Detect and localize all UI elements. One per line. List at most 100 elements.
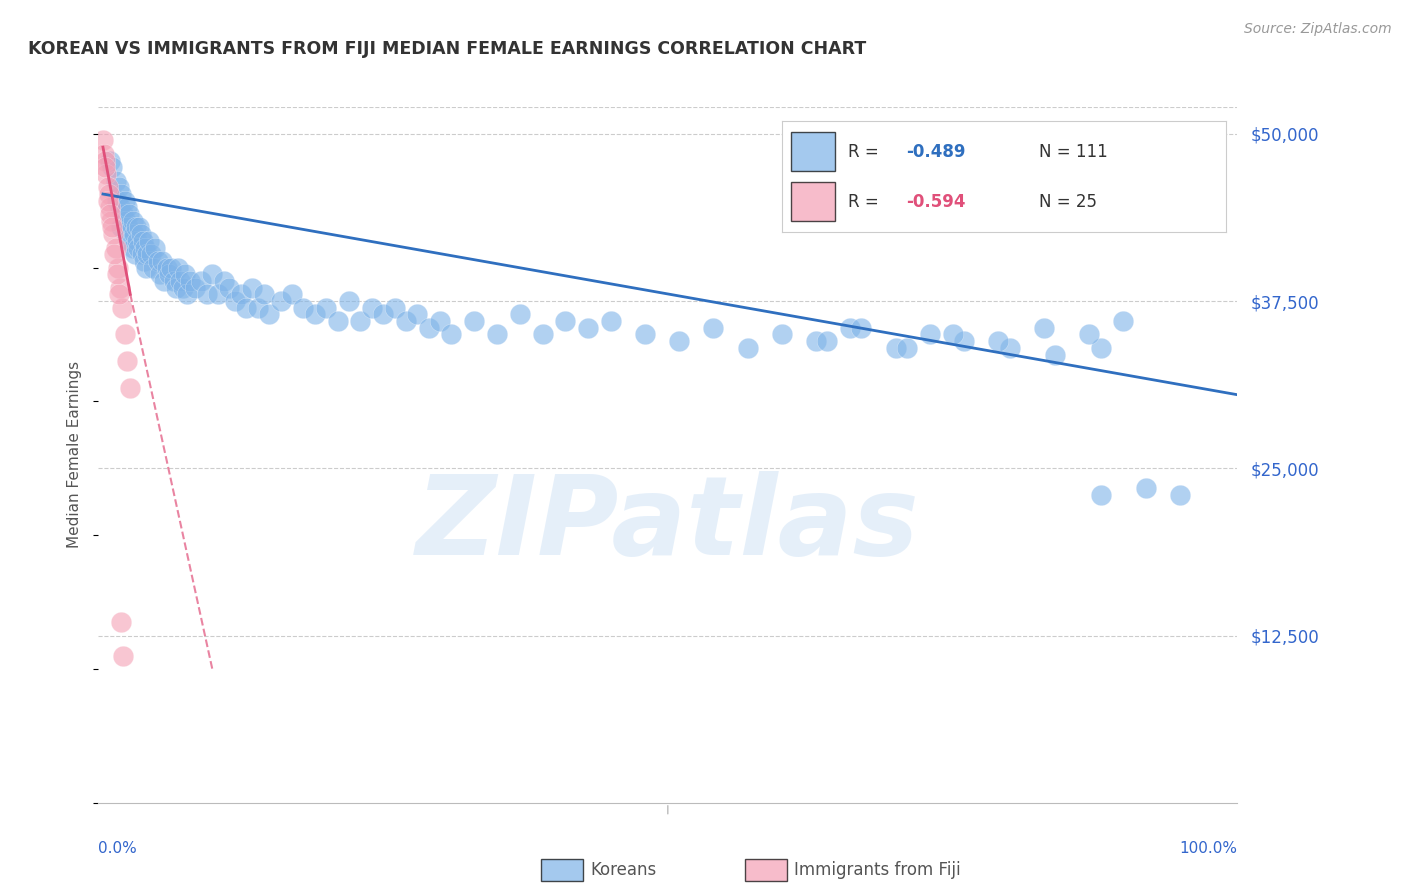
Point [304,307,326,321]
Point [101,160,124,174]
Point [770,327,793,342]
Point [157,268,180,282]
Point [371,307,394,321]
Point [360,301,382,315]
Point [259,307,281,321]
Point [201,268,224,282]
Point [195,287,218,301]
Point [114,194,136,208]
Point [112,207,135,221]
Point [509,307,531,321]
Point [98,207,121,221]
Point [384,301,406,315]
Point [953,334,976,348]
Point [179,274,201,288]
Text: 100.0%: 100.0% [1180,841,1237,856]
Point [108,201,131,215]
Point [114,213,136,227]
Point [96,180,118,194]
Point [104,173,127,187]
Point [93,146,115,161]
Point [150,253,173,268]
Point [105,268,128,282]
Point [120,234,142,248]
Point [463,314,485,328]
Point [156,260,179,275]
Point [105,194,128,208]
Point [804,334,827,348]
Point [128,220,150,235]
Text: ZIPatlas: ZIPatlas [416,471,920,578]
Point [1135,481,1157,495]
Point [1032,320,1054,334]
Point [124,247,146,261]
Point [218,280,240,294]
Point [326,314,349,328]
Point [634,327,657,342]
Point [668,334,690,348]
Point [207,287,229,301]
Point [998,341,1021,355]
Point [115,227,138,241]
Point [702,320,724,334]
Point [131,247,153,261]
Point [108,180,131,194]
Point [101,220,124,235]
Point [122,227,145,241]
Point [737,341,759,355]
Point [149,268,172,282]
Point [142,260,165,275]
Point [111,301,134,315]
Point [486,327,509,342]
Point [139,247,162,261]
Point [112,648,135,663]
Point [167,260,190,275]
Point [1090,488,1112,502]
Text: Koreans: Koreans [591,861,657,879]
Point [229,287,252,301]
Point [576,320,599,334]
Point [115,354,138,368]
Point [1090,341,1112,355]
Point [110,615,132,630]
Point [94,160,117,174]
Point [235,301,257,315]
Point [349,314,371,328]
Point [132,234,155,248]
Point [98,153,121,168]
Point [337,293,360,308]
Point [896,341,918,355]
Point [839,320,862,334]
Y-axis label: Median Female Earnings: Median Female Earnings [67,361,83,549]
Point [429,314,451,328]
Point [110,220,132,235]
Point [418,320,440,334]
Point [172,280,194,294]
Point [440,327,463,342]
Point [884,341,907,355]
Point [190,274,212,288]
Point [270,293,292,308]
Point [315,301,337,315]
Point [815,334,838,348]
Point [132,253,155,268]
Point [162,274,184,288]
Point [110,186,132,201]
Point [94,153,117,168]
Point [406,307,429,321]
Point [184,280,207,294]
Point [224,293,246,308]
Point [281,287,304,301]
Text: KOREAN VS IMMIGRANTS FROM FIJI MEDIAN FEMALE EARNINGS CORRELATION CHART: KOREAN VS IMMIGRANTS FROM FIJI MEDIAN FE… [28,40,866,58]
Point [395,314,418,328]
Point [100,213,122,227]
Point [600,314,623,328]
Point [98,201,121,215]
Point [103,247,125,261]
Point [127,234,149,248]
Text: 0.0%: 0.0% [98,841,138,856]
Point [97,186,120,201]
Point [252,287,274,301]
Point [165,280,187,294]
Text: Source: ZipAtlas.com: Source: ZipAtlas.com [1244,22,1392,37]
